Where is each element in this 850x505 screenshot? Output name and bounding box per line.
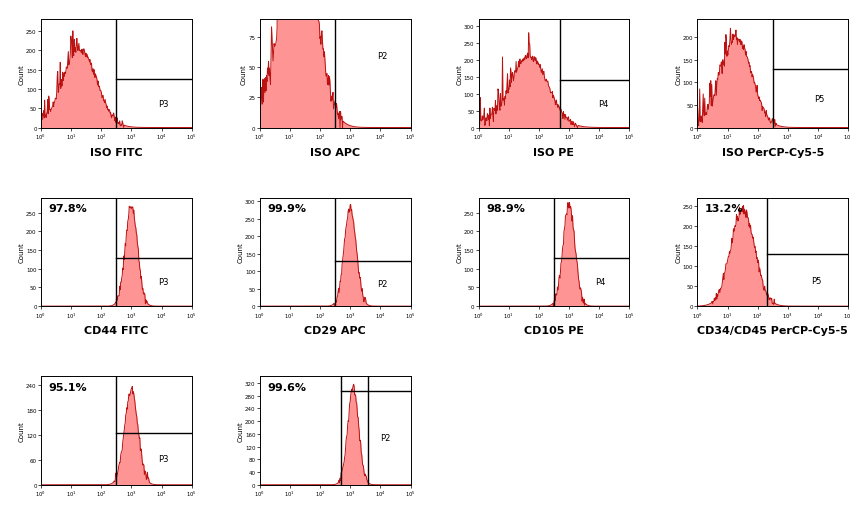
X-axis label: CD105 PE: CD105 PE (524, 326, 584, 335)
Text: P2: P2 (380, 433, 390, 442)
Y-axis label: Count: Count (19, 64, 25, 84)
X-axis label: CD44 FITC: CD44 FITC (84, 326, 149, 335)
Text: 99.9%: 99.9% (267, 204, 306, 214)
Y-axis label: Count: Count (675, 242, 682, 263)
Text: P5: P5 (812, 276, 822, 285)
Text: P3: P3 (158, 454, 168, 463)
Y-axis label: Count: Count (238, 421, 244, 441)
X-axis label: ISO APC: ISO APC (310, 147, 360, 157)
Text: P4: P4 (598, 100, 609, 109)
X-axis label: ISO PerCP-Cy5-5: ISO PerCP-Cy5-5 (722, 147, 824, 157)
Y-axis label: Count: Count (19, 242, 25, 263)
X-axis label: ISO PE: ISO PE (534, 147, 575, 157)
Y-axis label: Count: Count (238, 242, 244, 263)
Text: P2: P2 (377, 52, 387, 61)
Y-axis label: Count: Count (19, 421, 25, 441)
Y-axis label: Count: Count (456, 242, 462, 263)
Text: P5: P5 (814, 94, 824, 104)
Text: P3: P3 (158, 278, 168, 287)
Y-axis label: Count: Count (675, 64, 682, 84)
Text: P4: P4 (596, 278, 606, 287)
Text: 98.9%: 98.9% (486, 204, 525, 214)
Y-axis label: Count: Count (456, 64, 462, 84)
Y-axis label: Count: Count (241, 64, 247, 84)
X-axis label: CD34/CD45 PerCP-Cy5-5: CD34/CD45 PerCP-Cy5-5 (698, 326, 848, 335)
Text: 99.6%: 99.6% (267, 382, 306, 392)
X-axis label: CD90 FITC: CD90 FITC (84, 504, 149, 505)
Text: P3: P3 (158, 99, 168, 109)
X-axis label: CD29 APC: CD29 APC (304, 326, 366, 335)
Text: 13.2%: 13.2% (705, 204, 744, 214)
Text: 95.1%: 95.1% (48, 382, 87, 392)
X-axis label: CD73 APC: CD73 APC (304, 504, 366, 505)
X-axis label: ISO FITC: ISO FITC (90, 147, 143, 157)
Text: P2: P2 (377, 279, 387, 288)
Text: 97.8%: 97.8% (48, 204, 87, 214)
